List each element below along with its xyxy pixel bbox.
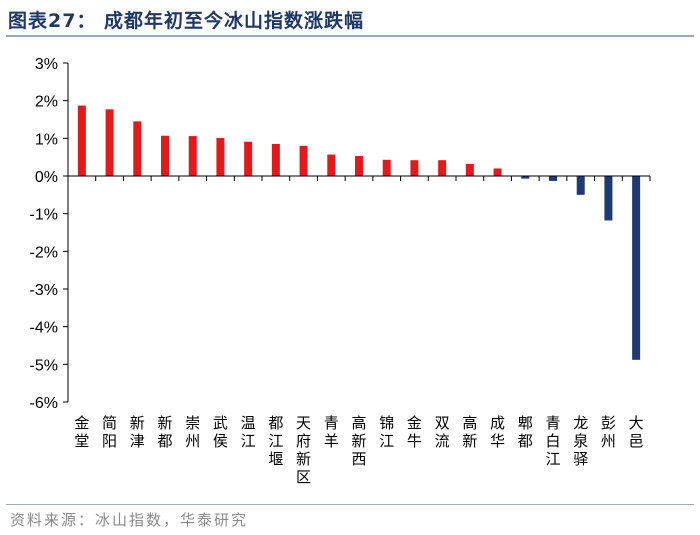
x-tick-label: 都江堰 bbox=[268, 414, 283, 468]
bar bbox=[299, 145, 308, 176]
x-axis-labels: 金堂简阳新津新都崇州武侯温江都江堰天府新区青羊高新西锦江金牛双流高新成华郫都青白… bbox=[74, 414, 643, 486]
bars bbox=[77, 105, 641, 360]
x-tick-label: 成华 bbox=[490, 414, 505, 450]
x-tick-label: 崇州 bbox=[185, 414, 200, 450]
bar bbox=[271, 143, 280, 176]
x-tick-label: 金牛 bbox=[407, 414, 422, 450]
y-tick-label: 2% bbox=[35, 94, 58, 111]
bar bbox=[244, 141, 253, 176]
y-tick-label: 0% bbox=[35, 169, 58, 186]
title-divider bbox=[6, 35, 694, 37]
x-tick-label: 高新 bbox=[462, 414, 477, 450]
x-tick-label: 金堂 bbox=[74, 414, 89, 450]
bar bbox=[438, 160, 447, 176]
y-tick-label: -1% bbox=[30, 207, 58, 224]
x-tick-label: 新津 bbox=[130, 414, 145, 450]
x-tick-label: 新都 bbox=[157, 414, 172, 450]
x-axis bbox=[67, 175, 651, 181]
bar bbox=[355, 156, 363, 176]
footer-divider bbox=[6, 504, 694, 505]
x-tick-label: 武侯 bbox=[213, 414, 228, 450]
x-tick-label: 锦江 bbox=[379, 414, 394, 450]
x-tick-label: 郫都 bbox=[518, 414, 533, 450]
bar bbox=[161, 135, 169, 176]
x-tick-label: 彭州 bbox=[601, 414, 616, 450]
bar bbox=[576, 176, 585, 195]
y-tick-label: 3% bbox=[35, 56, 58, 73]
x-tick-label: 天府新区 bbox=[296, 414, 311, 486]
x-tick-label: 温江 bbox=[241, 414, 256, 450]
bar bbox=[77, 105, 86, 176]
bar bbox=[632, 176, 641, 360]
y-tick-label: -2% bbox=[30, 244, 58, 261]
y-tick-label: -5% bbox=[30, 357, 58, 374]
bar bbox=[216, 137, 225, 176]
bar bbox=[604, 176, 613, 221]
bar bbox=[549, 176, 557, 181]
bar bbox=[521, 176, 530, 179]
bar bbox=[382, 159, 391, 176]
y-tick-label: -6% bbox=[30, 395, 58, 412]
bar bbox=[465, 163, 474, 176]
x-tick-label: 双流 bbox=[435, 414, 450, 450]
y-tick-label: -4% bbox=[30, 320, 58, 337]
chart-title: 图表27： 成都年初至今冰山指数涨跌幅 bbox=[8, 10, 365, 32]
y-tick-label: 1% bbox=[35, 131, 58, 148]
x-tick-label: 青羊 bbox=[324, 414, 339, 450]
bar-chart: 3% 2% 1% 0% -1% -2% -3% -4% -5% -6% 金堂简阳新津新都崇州武侯温… bbox=[30, 56, 651, 486]
x-tick-label: 青白江 bbox=[545, 414, 560, 468]
y-tick-label: -3% bbox=[30, 282, 58, 299]
bar bbox=[133, 121, 142, 176]
x-tick-label: 大邑 bbox=[629, 414, 644, 450]
y-axis: 3% 2% 1% 0% -1% -2% -3% -4% -5% -6% bbox=[30, 56, 69, 412]
x-tick-label: 简阳 bbox=[102, 414, 117, 450]
x-tick-label: 高新西 bbox=[351, 414, 366, 468]
bar bbox=[105, 109, 114, 176]
bar bbox=[327, 154, 336, 176]
bar bbox=[410, 160, 419, 176]
bar bbox=[493, 168, 502, 176]
bar bbox=[188, 136, 197, 176]
source-note: 资料来源：冰山指数，华泰研究 bbox=[10, 511, 249, 529]
x-tick-label: 龙泉驿 bbox=[573, 414, 588, 468]
